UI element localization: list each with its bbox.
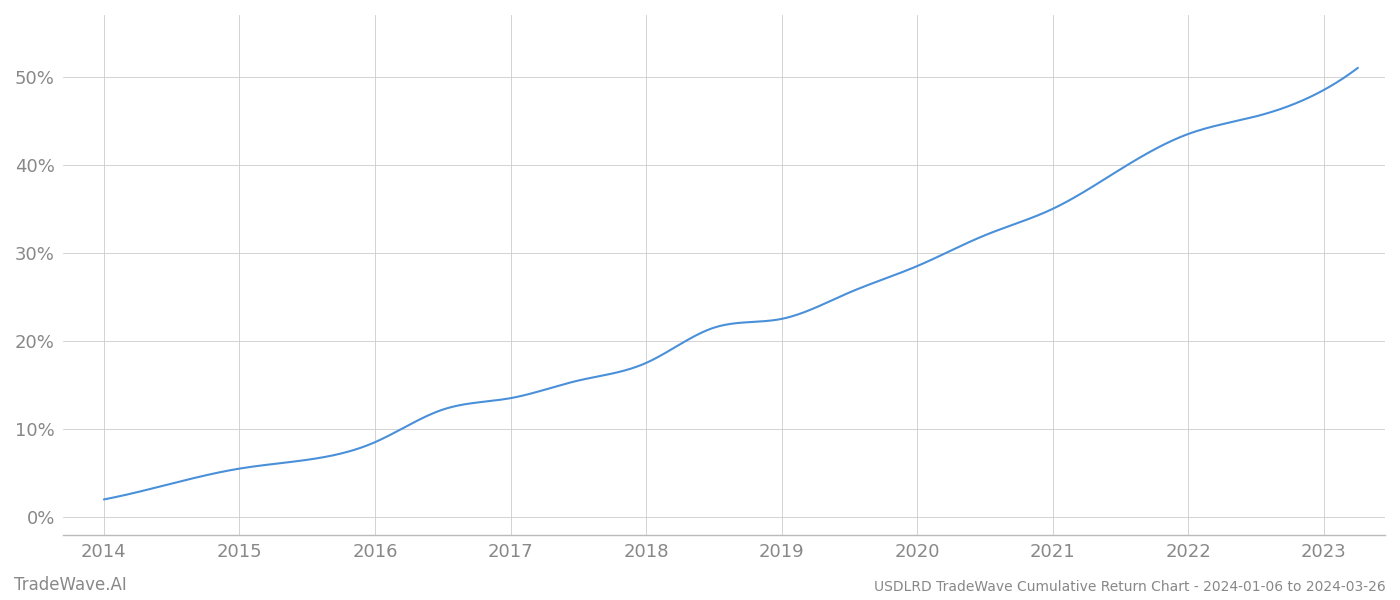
Text: TradeWave.AI: TradeWave.AI [14, 576, 127, 594]
Text: USDLRD TradeWave Cumulative Return Chart - 2024-01-06 to 2024-03-26: USDLRD TradeWave Cumulative Return Chart… [874, 580, 1386, 594]
